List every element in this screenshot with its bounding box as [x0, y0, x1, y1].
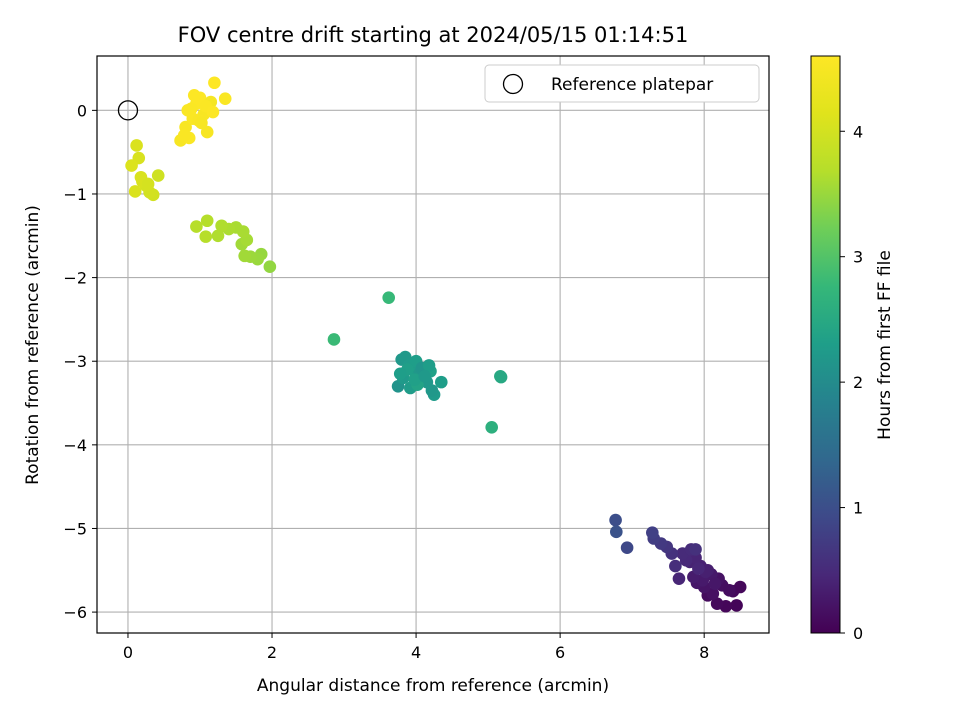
data-point — [610, 525, 623, 539]
data-point — [238, 249, 251, 263]
legend: Reference platepar — [484, 64, 760, 103]
y-tick-label: 0 — [77, 101, 87, 120]
colorbar-gradient — [811, 56, 840, 633]
data-point — [263, 260, 277, 274]
data-point — [141, 177, 155, 191]
data-point — [434, 375, 448, 389]
legend-label: Reference platepar — [551, 75, 713, 95]
data-point — [190, 220, 203, 233]
data-point — [689, 543, 702, 556]
colorbar-frame — [810, 55, 841, 634]
y-tick-label: −1 — [63, 185, 87, 204]
data-point — [393, 367, 407, 381]
data-point — [382, 291, 396, 304]
data-point — [195, 116, 208, 130]
y-axis-ticks: 0 −1 −2 −3 −4 −5 −6 — [63, 101, 97, 622]
data-point — [181, 104, 195, 117]
legend-box — [484, 64, 760, 103]
data-point — [211, 229, 225, 243]
x-axis-label: Angular distance from reference (arcmin) — [257, 676, 609, 696]
x-tick-label: 8 — [699, 643, 709, 662]
data-point — [733, 580, 747, 594]
data-point — [408, 373, 421, 386]
data-point — [187, 89, 201, 102]
data-point — [125, 159, 138, 172]
reference-marker — [117, 100, 139, 121]
data-point — [177, 129, 191, 142]
colorbar-tick-label: 0 — [853, 624, 863, 643]
data-point — [706, 587, 720, 600]
legend-open-circle-marker — [502, 73, 524, 95]
y-tick-label: −4 — [63, 436, 87, 455]
plot-frame — [96, 55, 770, 634]
data-point — [218, 92, 232, 105]
data-point — [208, 76, 221, 90]
data-point — [692, 562, 705, 575]
data-point — [200, 125, 214, 139]
data-point — [494, 370, 508, 384]
x-tick-label: 6 — [555, 643, 565, 662]
colorbar-ticks: 0 1 2 3 4 — [840, 122, 863, 643]
colorbar-label: Hours from first FF file — [875, 250, 895, 440]
data-point — [128, 185, 142, 198]
colorbar: 0 1 2 3 4 Hours from first FF file — [810, 55, 895, 643]
data-point — [327, 333, 341, 346]
data-point — [730, 599, 743, 612]
colorbar-tick-label: 1 — [853, 499, 863, 518]
data-point — [130, 139, 143, 152]
data-point — [710, 597, 724, 611]
data-point — [485, 420, 499, 434]
y-tick-label: −2 — [63, 269, 87, 288]
chart-title: FOV centre drift starting at 2024/05/15 … — [178, 23, 689, 47]
x-axis-ticks: 0 2 4 6 8 — [123, 633, 709, 662]
data-point — [672, 572, 686, 585]
data-point — [206, 105, 220, 119]
data-point — [215, 219, 228, 233]
colorbar-tick-label: 4 — [853, 122, 863, 141]
data-point — [609, 513, 622, 527]
colorbar-tick-label: 3 — [853, 248, 863, 267]
y-tick-label: −3 — [63, 352, 87, 371]
data-point — [151, 169, 165, 182]
data-point — [708, 577, 722, 590]
data-point — [646, 526, 659, 539]
data-point — [723, 584, 736, 597]
colorbar-tick-label: 2 — [853, 373, 863, 392]
data-point — [199, 230, 213, 243]
data-point — [669, 559, 682, 573]
data-point — [425, 384, 439, 397]
x-tick-label: 4 — [411, 643, 421, 662]
x-tick-label: 0 — [123, 643, 133, 662]
y-tick-label: −6 — [63, 603, 87, 622]
x-tick-label: 2 — [267, 643, 277, 662]
data-points — [125, 76, 747, 613]
y-axis-label: Rotation from reference (arcmin) — [23, 205, 43, 485]
data-point — [200, 214, 214, 228]
data-point — [620, 541, 634, 555]
data-point — [422, 359, 436, 372]
data-point — [418, 369, 432, 383]
y-tick-label: −5 — [63, 519, 87, 538]
